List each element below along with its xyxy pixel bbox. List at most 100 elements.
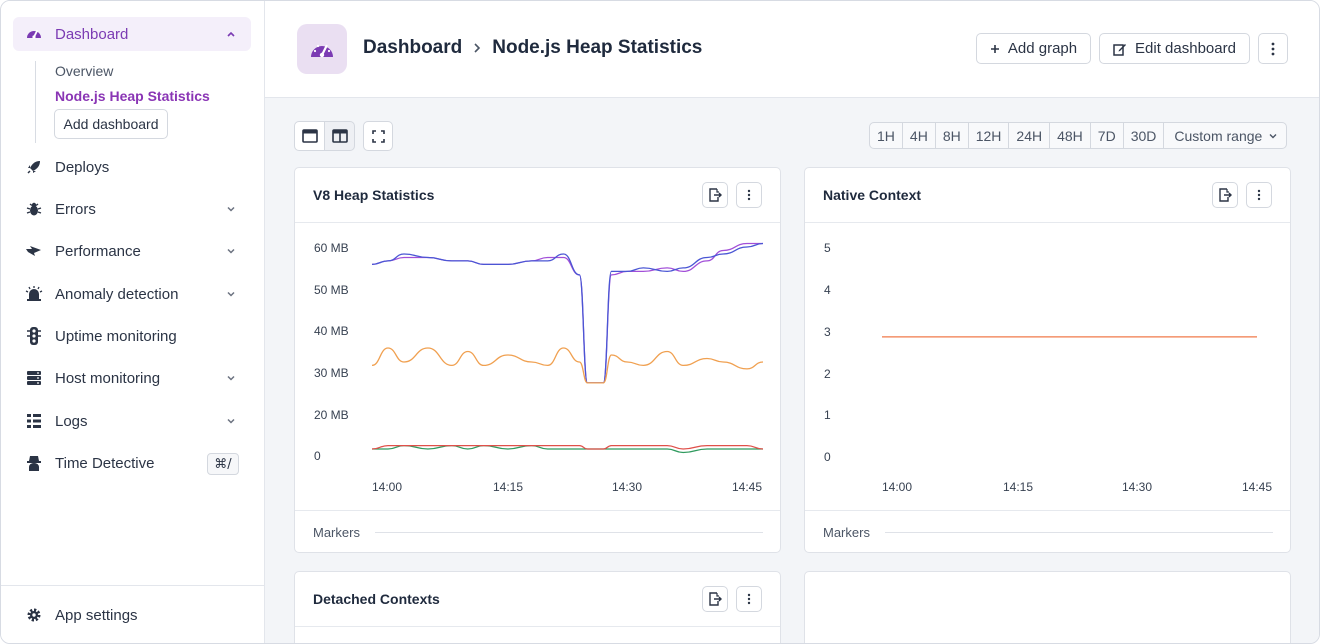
graph-menu-button[interactable] — [736, 586, 762, 612]
export-graph-button[interactable] — [1212, 182, 1238, 208]
export-icon — [708, 592, 722, 606]
bug-icon — [25, 200, 43, 218]
custom-range-dropdown[interactable]: Custom range — [1164, 123, 1286, 148]
card-divider — [805, 222, 1290, 223]
export-graph-button[interactable] — [702, 586, 728, 612]
chevron-up-icon[interactable] — [223, 26, 239, 42]
sidebar-item-host-monitoring[interactable]: Host monitoring — [13, 361, 251, 395]
y-tick-label: 50 MB — [314, 283, 349, 297]
sidebar-item-performance[interactable]: Performance — [13, 234, 251, 268]
sidebar-item-dashboard[interactable]: Dashboard — [13, 17, 251, 51]
gear-icon — [25, 606, 43, 624]
markers-track — [885, 532, 1273, 533]
more-vertical-icon — [1257, 189, 1261, 201]
submenu-guide-line — [35, 61, 36, 143]
sidebar-item-errors[interactable]: Errors — [13, 192, 251, 226]
sidebar-item-label: Logs — [55, 412, 88, 430]
sidebar-item-anomaly-detection[interactable]: Anomaly detection — [13, 277, 251, 311]
sidebar-item-label: Dashboard — [55, 25, 129, 43]
logs-icon — [25, 412, 43, 430]
graph-title: Detached Contexts — [313, 591, 440, 607]
sidebar-divider — [1, 585, 264, 586]
graph-menu-button[interactable] — [736, 182, 762, 208]
chevron-down-icon[interactable] — [223, 370, 239, 386]
x-tick-label: 14:30 — [1122, 480, 1153, 494]
time-range-24h[interactable]: 24H — [1009, 123, 1051, 148]
fullscreen-icon — [371, 129, 385, 143]
sidebar-subitem-heap-statistics[interactable]: Node.js Heap Statistics — [55, 88, 210, 104]
sidebar-item-deploys[interactable]: Deploys — [13, 150, 251, 184]
rocket-icon — [25, 158, 43, 176]
sidebar-item-app-settings[interactable]: App settings — [13, 598, 251, 632]
graph-title: V8 Heap Statistics — [313, 187, 435, 203]
export-graph-button[interactable] — [702, 182, 728, 208]
page-title: Node.js Heap Statistics — [492, 37, 703, 58]
card-divider — [805, 510, 1290, 511]
x-tick-label: 14:00 — [882, 480, 913, 494]
sidebar-subitem-overview[interactable]: Overview — [55, 63, 114, 79]
breadcrumb-root[interactable]: Dashboard — [363, 37, 463, 58]
time-range-12h[interactable]: 12H — [969, 123, 1010, 148]
time-range-selector: 1H 4H 8H 12H 24H 48H 7D 30D Custom range — [869, 122, 1288, 149]
chevron-down-icon[interactable] — [223, 201, 239, 217]
card-divider — [295, 510, 780, 511]
chevron-down-icon[interactable] — [223, 243, 239, 259]
more-vertical-icon — [747, 593, 751, 605]
v8-heap-chart — [371, 242, 764, 454]
chevron-down-icon[interactable] — [223, 286, 239, 302]
y-tick-label: 1 — [824, 408, 831, 422]
add-graph-label: Add graph — [1007, 40, 1078, 57]
graph-card-empty — [804, 571, 1291, 643]
export-icon — [708, 188, 722, 202]
dashboard-gauge-icon — [297, 24, 347, 74]
dashboard-gauge-icon — [25, 25, 43, 43]
sidebar-item-label: Deploys — [55, 158, 110, 176]
sidebar-item-label: Host monitoring — [55, 369, 161, 387]
x-tick-label: 14:45 — [732, 480, 763, 494]
single-column-icon — [301, 129, 318, 143]
chevron-down-icon[interactable] — [223, 413, 239, 429]
y-tick-label: 60 MB — [314, 241, 349, 255]
sidebar-item-logs[interactable]: Logs — [13, 404, 251, 438]
time-detective-shortcut: ⌘/ — [207, 453, 239, 475]
time-range-48h[interactable]: 48H — [1050, 123, 1091, 148]
sidebar-item-uptime-monitoring[interactable]: Uptime monitoring — [13, 319, 251, 353]
add-graph-button[interactable]: Add graph — [976, 33, 1091, 64]
time-range-30d[interactable]: 30D — [1124, 123, 1165, 148]
x-tick-label: 14:15 — [493, 480, 524, 494]
y-tick-label: 2 — [824, 367, 831, 381]
two-column-layout-button[interactable] — [324, 121, 355, 151]
more-vertical-icon — [747, 189, 751, 201]
y-tick-label: 40 MB — [314, 324, 349, 338]
custom-range-label: Custom range — [1174, 127, 1263, 144]
detective-icon — [25, 454, 43, 472]
card-divider — [295, 626, 780, 627]
series-line-1 — [371, 242, 763, 384]
x-tick-label: 14:15 — [1003, 480, 1034, 494]
chevron-right-icon — [472, 42, 482, 54]
time-range-7d[interactable]: 7D — [1091, 123, 1124, 148]
y-tick-label: 3 — [824, 325, 831, 339]
single-column-layout-button[interactable] — [294, 121, 325, 151]
series-line-3 — [371, 347, 764, 384]
y-tick-label: 0 — [314, 449, 321, 463]
sidebar: Dashboard Overview Node.js Heap Statisti… — [1, 1, 265, 643]
edit-dashboard-label: Edit dashboard — [1135, 40, 1236, 57]
traffic-light-icon — [25, 327, 43, 345]
time-range-1h[interactable]: 1H — [870, 123, 903, 148]
fullscreen-button[interactable] — [363, 121, 393, 151]
time-range-8h[interactable]: 8H — [936, 123, 969, 148]
graph-card-v8-heap: V8 Heap Statistics 60 MB 50 MB 40 MB 30 … — [294, 167, 781, 553]
siren-icon — [25, 285, 43, 303]
add-dashboard-button[interactable]: Add dashboard — [54, 109, 168, 139]
more-options-button[interactable] — [1258, 33, 1288, 64]
sidebar-item-time-detective[interactable]: Time Detective — [13, 446, 199, 480]
markers-label: Markers — [313, 525, 360, 540]
two-column-icon — [331, 129, 348, 143]
graph-menu-button[interactable] — [1246, 182, 1272, 208]
x-tick-label: 14:00 — [372, 480, 403, 494]
edit-dashboard-button[interactable]: Edit dashboard — [1099, 33, 1250, 64]
time-range-4h[interactable]: 4H — [903, 123, 936, 148]
sidebar-item-label: Errors — [55, 200, 96, 218]
